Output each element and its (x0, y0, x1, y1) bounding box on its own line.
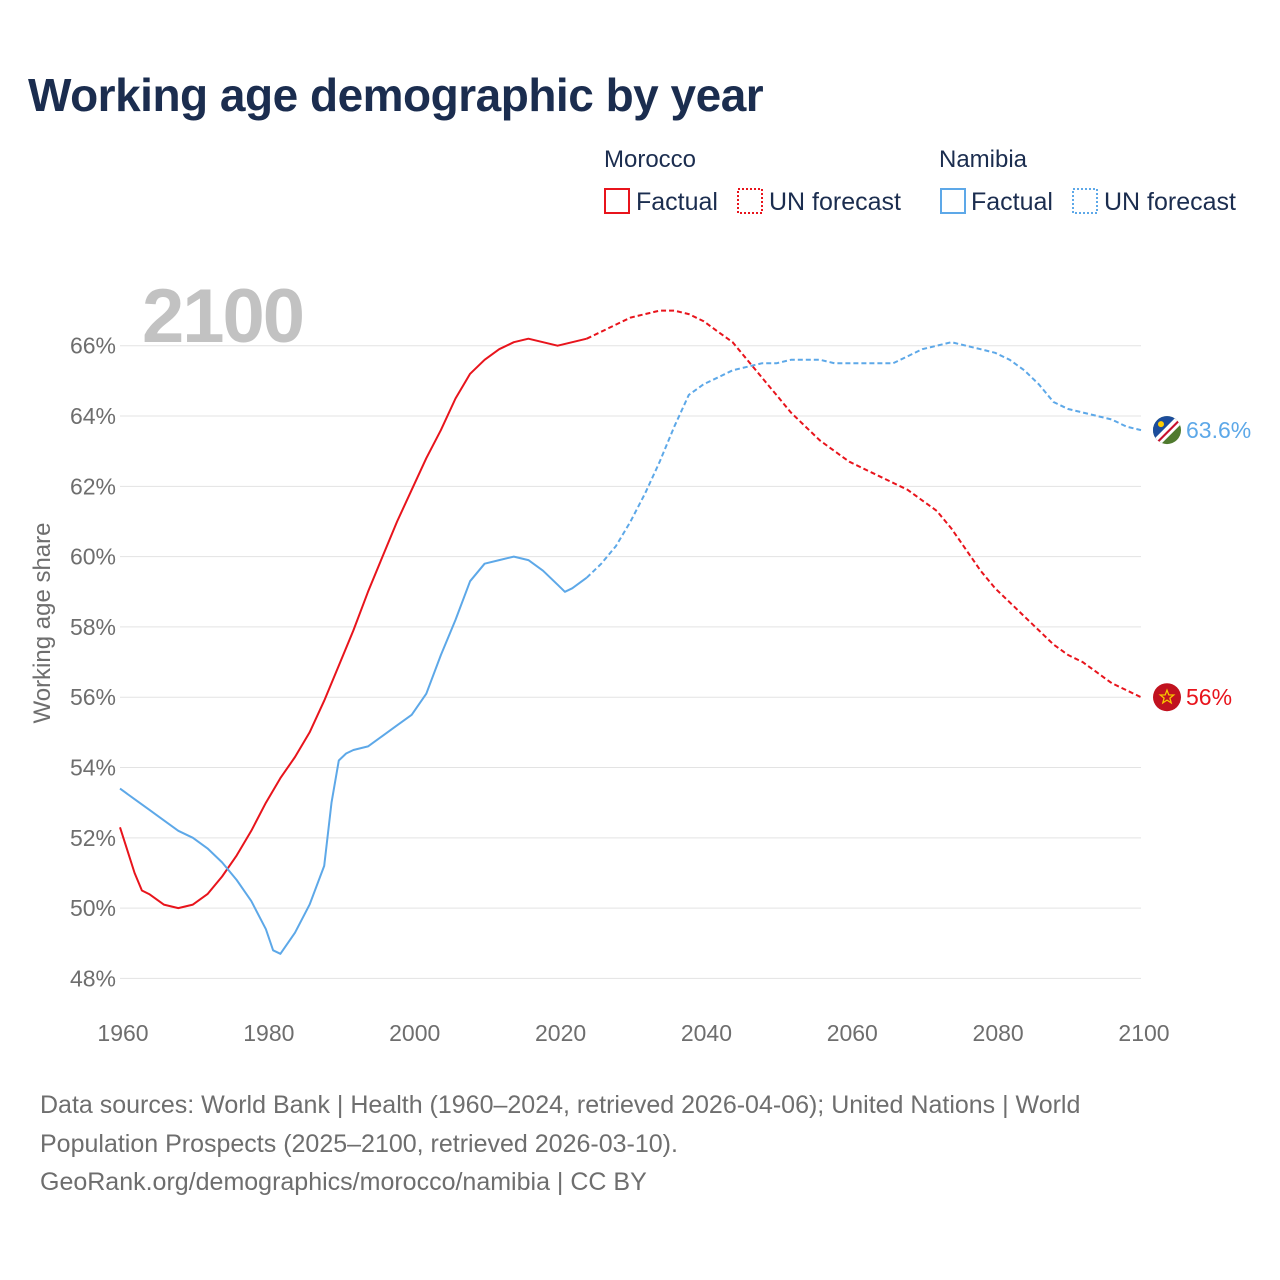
y-tick-label: 50% (70, 895, 116, 921)
y-tick-label: 48% (70, 965, 116, 991)
x-tick-label: 2000 (389, 1020, 440, 1046)
namibia-flag-icon (1153, 416, 1181, 445)
x-tick-label: 1960 (97, 1020, 148, 1046)
source-line-2: Population Prospects (2025–2100, retriev… (40, 1129, 678, 1158)
gridlines (120, 345, 1141, 979)
x-tick-label: 1980 (243, 1020, 294, 1046)
source-line-1: Data sources: World Bank | Health (1960–… (40, 1091, 1081, 1119)
y-axis-title: Working age share (29, 523, 56, 724)
y-tick-label: 64% (70, 403, 116, 429)
y-tick-label: 56% (70, 684, 116, 710)
series-namibia-forecast (586, 341, 1142, 579)
x-tick-label: 2040 (681, 1020, 732, 1046)
x-tick-label: 2060 (827, 1020, 878, 1046)
legend-group-namibia: Namibia (939, 146, 1028, 173)
x-tick-label: 2020 (535, 1020, 586, 1046)
series-namibia-factual (119, 555, 588, 955)
legend-swatch-namibia-factual (940, 188, 966, 214)
morocco-flag-icon (1153, 683, 1181, 712)
series-morocco-forecast (586, 309, 1142, 699)
legend-swatch-morocco-forecast (737, 188, 763, 214)
legend: Morocco Factual UN forecast Namibia Fact… (604, 146, 1236, 216)
legend-group-morocco: Morocco (604, 146, 696, 173)
x-axis-ticks: 1960 1980 2000 2020 2040 2060 2080 2100 (97, 1020, 1169, 1046)
y-axis-ticks: 48% 50% 52% 54% 56% 58% 60% 62% 64% 66% (70, 333, 116, 992)
legend-swatch-namibia-forecast (1072, 188, 1098, 214)
y-tick-label: 62% (70, 473, 116, 499)
y-tick-label: 58% (70, 614, 116, 640)
x-tick-label: 2080 (973, 1020, 1024, 1046)
year-overlay: 2100 (142, 274, 303, 359)
y-tick-label: 60% (70, 544, 116, 570)
legend-swatch-morocco-factual (604, 188, 630, 214)
legend-label-namibia-factual: Factual (971, 188, 1053, 216)
line-chart: Morocco Factual UN forecast Namibia Fact… (29, 146, 1251, 1046)
y-tick-label: 66% (70, 333, 116, 359)
series-morocco-factual (119, 337, 587, 910)
y-tick-label: 52% (70, 825, 116, 851)
legend-label-morocco-factual: Factual (636, 188, 718, 216)
series-lines: 56% 63.6% (119, 309, 1251, 955)
y-tick-label: 54% (70, 755, 116, 781)
page-title: Working age demographic by year (28, 69, 764, 121)
end-label-namibia: 63.6% (1186, 417, 1251, 443)
x-tick-label: 2100 (1118, 1020, 1169, 1046)
end-label-morocco: 56% (1186, 684, 1232, 710)
legend-label-namibia-forecast: UN forecast (1104, 188, 1236, 216)
end-markers (1153, 416, 1181, 712)
source-note: Data sources: World Bank | Health (1960–… (40, 1086, 1160, 1202)
source-url[interactable]: GeoRank.org/demographics/morocco/namibia… (40, 1168, 647, 1196)
legend-label-morocco-forecast: UN forecast (769, 188, 901, 216)
